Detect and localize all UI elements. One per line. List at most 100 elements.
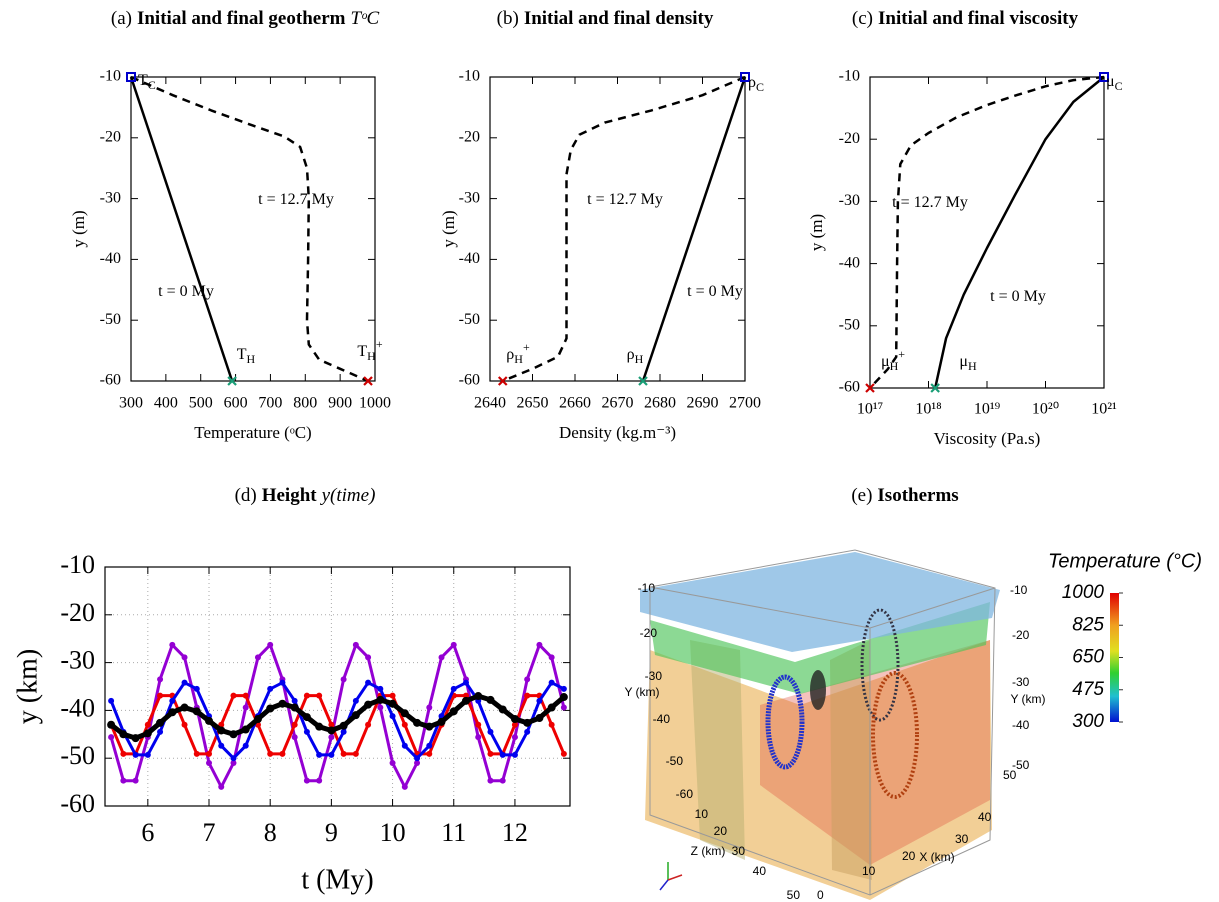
- y-tick-label: -40: [459, 250, 480, 267]
- annotation-text: ρ: [627, 346, 635, 363]
- data-point: [119, 730, 128, 739]
- data-point: [303, 728, 310, 735]
- data-point: [316, 692, 323, 699]
- data-point: [157, 676, 164, 683]
- x-tick-label: 10¹⁹: [974, 401, 1001, 418]
- annotation-text: μ: [959, 353, 968, 370]
- annotation-sub: H: [514, 352, 523, 366]
- data-point: [279, 750, 286, 757]
- data-point: [267, 750, 274, 757]
- annotation: t = 12.7 My: [587, 191, 663, 208]
- data-point: [143, 729, 152, 738]
- data-point: [511, 734, 518, 741]
- end-marker: [1099, 72, 1109, 82]
- data-point: [560, 704, 567, 711]
- data-point: [486, 695, 495, 704]
- annotation-sub: H: [890, 359, 899, 373]
- y-tick-label: -10: [60, 550, 95, 579]
- data-point: [156, 718, 165, 727]
- data-point: [413, 718, 422, 727]
- data-point: [108, 734, 115, 741]
- axis-3d-label: 20: [902, 849, 916, 863]
- data-point: [291, 734, 298, 741]
- data-point: [315, 722, 324, 731]
- data-point: [205, 716, 214, 725]
- y-tick-label: -20: [100, 128, 121, 145]
- series-line: [130, 75, 369, 383]
- data-point: [340, 750, 347, 757]
- data-point: [181, 679, 188, 686]
- series-line: [109, 694, 566, 756]
- y-tick-label: -40: [839, 254, 860, 271]
- data-point: [462, 692, 469, 699]
- axis-3d-label: -10: [638, 581, 656, 595]
- data-point: [290, 703, 299, 712]
- end-marker: [126, 72, 136, 82]
- x-tick-label: 700: [258, 395, 282, 412]
- annotation-sub: C: [756, 80, 764, 94]
- annotation-sup: +: [523, 340, 530, 354]
- axis-3d-label: 20: [714, 824, 728, 838]
- x-tick-label: 2700: [729, 395, 761, 412]
- data-point: [524, 676, 531, 683]
- data-point: [511, 721, 518, 728]
- axis-3d-label: 40: [978, 810, 992, 824]
- data-point: [475, 734, 482, 741]
- data-point: [193, 750, 200, 757]
- data-point: [548, 721, 555, 728]
- axis-3d-label: -30: [645, 669, 663, 683]
- colorbar-tick-label: 650: [1072, 647, 1104, 668]
- y-tick-label: -60: [60, 789, 95, 818]
- colorbar-tick-label: 1000: [1062, 582, 1105, 603]
- data-point: [230, 759, 237, 766]
- annotation-text: t = 0 My: [990, 288, 1046, 305]
- series-line: [641, 76, 747, 382]
- data-point: [169, 697, 176, 704]
- data-point: [266, 704, 275, 713]
- x-tick-label: 8: [264, 818, 277, 847]
- axis-3d-label: X (km): [919, 850, 954, 864]
- annotation: ρH+: [506, 340, 530, 366]
- data-point: [193, 685, 200, 692]
- panel-title: (e) Isotherms: [851, 485, 958, 506]
- annotation-sub: C: [148, 78, 156, 92]
- data-point: [450, 641, 457, 648]
- x-tick-label: 2660: [559, 395, 591, 412]
- annotation-sub: H: [367, 349, 376, 363]
- data-point: [303, 692, 310, 699]
- y-tick-label: -50: [459, 311, 480, 328]
- y-tick-label: -60: [100, 372, 121, 389]
- data-point: [365, 654, 372, 661]
- data-point: [120, 750, 127, 757]
- axis-3d-label: Y (km): [624, 685, 659, 699]
- data-point: [462, 679, 469, 686]
- y-tick-label: -60: [839, 379, 860, 396]
- data-point: [206, 750, 213, 757]
- axis-3d-label: 50: [1003, 768, 1017, 782]
- data-point: [132, 777, 139, 784]
- x-tick-label: 2690: [687, 395, 719, 412]
- data-point: [157, 692, 164, 699]
- data-point: [340, 676, 347, 683]
- data-point: [229, 730, 238, 739]
- end-marker: [638, 376, 648, 386]
- data-point: [487, 777, 494, 784]
- data-point: [414, 755, 421, 762]
- panel-title: (d) Height y(time): [235, 485, 376, 506]
- axis-3d-label: -30: [1012, 675, 1030, 689]
- data-point: [254, 654, 261, 661]
- y-tick-label: -30: [459, 189, 480, 206]
- end-marker: [497, 376, 508, 386]
- x-tick-label: 10²⁰: [1032, 401, 1059, 418]
- y-tick-label: -40: [100, 250, 121, 267]
- y-tick-label: -50: [100, 311, 121, 328]
- data-point: [523, 718, 532, 727]
- axis-3d-label: -10: [1010, 583, 1028, 597]
- end-marker: [363, 376, 373, 386]
- data-point: [536, 697, 543, 704]
- x-tick-label: 400: [154, 395, 178, 412]
- y-tick-label: -10: [839, 68, 860, 85]
- axis-3d-label: Z (km): [691, 844, 726, 858]
- title-text: Initial and final density: [524, 8, 714, 29]
- y-tick-label: -20: [839, 130, 860, 147]
